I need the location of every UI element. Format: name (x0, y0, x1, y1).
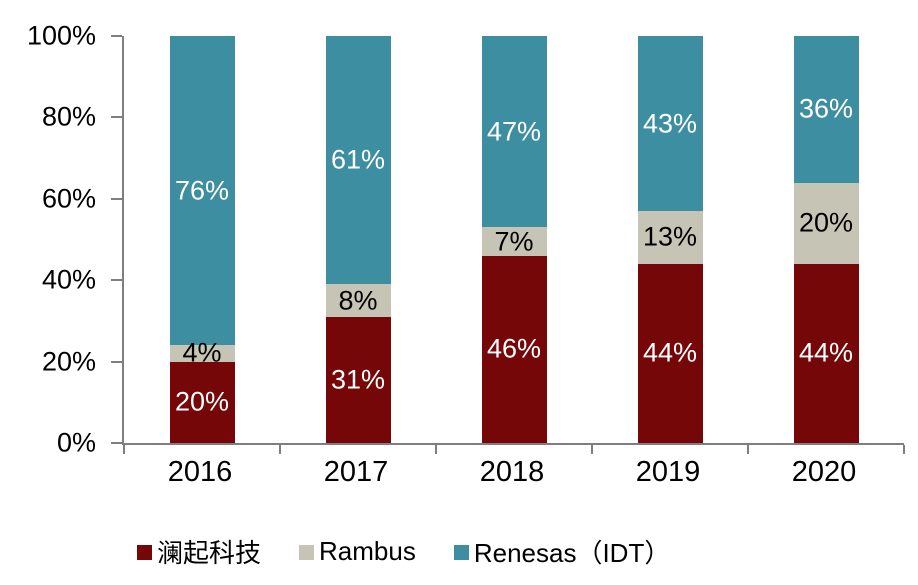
stacked-bar-2019: 44% 13% 43% (637, 36, 703, 443)
stacked-bar-2020: 44% 20% 36% (793, 36, 859, 443)
stacked-bar-2018: 46% 7% 47% (481, 36, 547, 443)
x-axis-tick-mark (903, 445, 905, 454)
y-axis-tick-label: 80% (41, 101, 96, 132)
bar-value-label: 8% (338, 285, 378, 316)
y-axis-tick-mark (111, 442, 122, 444)
bar-value-label: 44% (798, 337, 854, 368)
x-axis-label: 2020 (791, 456, 857, 488)
y-axis-tick-label: 100% (26, 20, 96, 51)
y-axis-tick-label: 0% (56, 427, 96, 458)
y-axis-tick-label: 60% (41, 183, 96, 214)
legend-swatch-icon (137, 545, 152, 560)
bar-value-label: 7% (494, 226, 534, 257)
bar-value-label: 31% (330, 364, 386, 395)
legend-item: 澜起科技 (137, 533, 261, 570)
y-axis-tick-label: 40% (41, 264, 96, 295)
bar-value-label: 46% (486, 333, 542, 364)
legend-label: Renesas（IDT） (473, 538, 671, 568)
legend-swatch-icon (453, 545, 469, 560)
x-axis-tick-mark (747, 445, 749, 454)
y-axis-tick-mark (111, 116, 122, 119)
chart-legend: 澜起科技 Rambus Renesas（IDT） (137, 533, 670, 570)
y-axis-tick-mark (111, 279, 122, 282)
bar-segment: 44% (793, 263, 859, 443)
stacked-bar-2017: 31% 8% 61% (325, 36, 391, 443)
x-axis-label: 2017 (323, 456, 389, 488)
legend-item: Renesas（IDT） (453, 533, 671, 570)
bar-value-label: 43% (642, 108, 698, 139)
bar-segment: 44% (637, 263, 703, 443)
y-axis-tick-mark (111, 35, 122, 37)
bar-value-label: 20% (174, 386, 230, 417)
bar-segment: 61% (325, 36, 391, 285)
legend-label: 澜起科技 (157, 538, 262, 568)
bar-segment: 43% (637, 36, 703, 212)
x-axis-label: 2018 (479, 456, 545, 488)
bar-value-label: 76% (174, 175, 230, 206)
bar-value-label: 47% (486, 116, 542, 147)
legend-swatch-icon (299, 545, 315, 560)
bar-segment: 76% (169, 36, 235, 346)
y-axis-tick-mark (111, 360, 122, 363)
x-axis-tick-mark (435, 445, 437, 454)
x-axis-tick-mark (279, 445, 281, 454)
bar-value-label: 44% (642, 337, 698, 368)
x-axis-label: 2016 (167, 456, 233, 488)
legend-item: Rambus (299, 536, 416, 567)
stacked-bar-2016: 20% 4% 76% (169, 36, 235, 443)
x-axis-label: 2019 (635, 456, 701, 488)
y-axis-tick-mark (111, 197, 122, 200)
y-axis-tick-label: 20% (41, 346, 96, 377)
bar-segment: 31% (325, 316, 391, 443)
bar-segment: 13% (637, 211, 703, 264)
x-axis-tick-mark (123, 445, 125, 454)
bar-value-label: 4% (182, 337, 222, 368)
plot-area: 20% 4% 76% 31% 8% 61% 46% 7% 47% 44% 13% 43% 44% 20% 3… (111, 35, 905, 454)
bar-segment: 8% (325, 284, 391, 317)
bar-value-label: 36% (798, 93, 854, 124)
x-axis-tick-mark (591, 445, 593, 454)
bar-segment: 20% (793, 182, 859, 264)
bar-value-label: 20% (798, 207, 854, 238)
legend-label: Rambus (319, 536, 416, 566)
bar-segment: 46% (481, 255, 547, 443)
bar-segment: 36% (793, 36, 859, 183)
bar-segment: 7% (481, 226, 547, 257)
bar-segment: 4% (169, 339, 235, 366)
bar-segment: 20% (169, 361, 235, 443)
bar-value-label: 61% (330, 144, 386, 175)
bar-value-label: 13% (642, 221, 698, 252)
bar-segment: 47% (481, 36, 547, 228)
